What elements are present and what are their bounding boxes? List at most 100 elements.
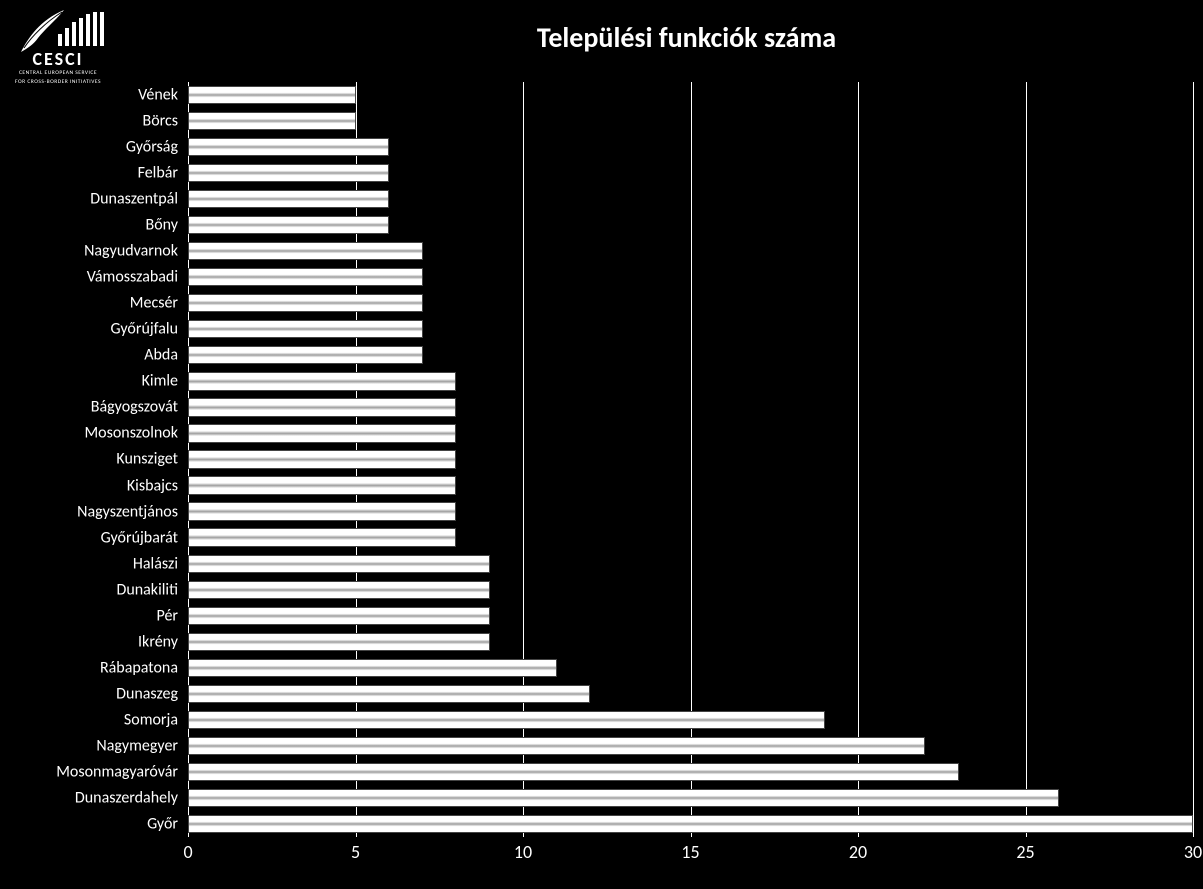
- bar: [188, 398, 456, 416]
- bar-row: Abda: [188, 346, 1193, 364]
- bar-row: Győrújfalu: [188, 320, 1193, 338]
- y-category-label: Győr: [147, 814, 178, 833]
- bar: [188, 294, 423, 312]
- logo-bars: [58, 12, 104, 46]
- bar: [188, 763, 959, 781]
- chart-title: Települési funkciók száma: [180, 20, 1193, 55]
- y-category-label: Dunakiliti: [116, 580, 178, 599]
- bar-row: Kisbajcs: [188, 476, 1193, 494]
- y-category-label: Dunaszentpál: [90, 190, 178, 209]
- bar: [188, 815, 1193, 833]
- y-category-label: Somorja: [124, 710, 178, 729]
- bar-row: Bőny: [188, 216, 1193, 234]
- y-category-label: Pér: [157, 606, 178, 625]
- y-category-label: Ikrény: [138, 632, 178, 651]
- bar-row: Rábapatona: [188, 659, 1193, 677]
- bar: [188, 424, 456, 442]
- chart-plot-area: VénekBörcsGyőrságFelbárDunaszentpálBőnyN…: [188, 82, 1193, 837]
- y-category-label: Nagyudvarnok: [84, 242, 178, 261]
- bar: [188, 581, 490, 599]
- y-category-label: Győrújfalu: [111, 320, 178, 339]
- y-category-label: Mecsér: [130, 294, 178, 313]
- y-category-label: Nagyszentjános: [77, 502, 178, 521]
- bar: [188, 320, 423, 338]
- logo-text-main: CESCI: [8, 50, 108, 68]
- bar: [188, 528, 456, 546]
- x-tick-label: 20: [849, 841, 867, 863]
- bar-row: Mecsér: [188, 294, 1193, 312]
- y-category-label: Kunsziget: [116, 450, 178, 469]
- y-category-label: Nagymegyer: [96, 736, 178, 755]
- bar: [188, 268, 423, 286]
- bar: [188, 502, 456, 520]
- bar-row: Vámosszabadi: [188, 268, 1193, 286]
- x-tick-label: 15: [681, 841, 699, 863]
- bar-row: Kunsziget: [188, 450, 1193, 468]
- x-tick-label: 25: [1016, 841, 1034, 863]
- bar: [188, 138, 389, 156]
- bar: [188, 555, 490, 573]
- bar: [188, 242, 423, 260]
- x-tick-label: 10: [514, 841, 532, 863]
- bar-row: Győrújbarát: [188, 528, 1193, 546]
- bar-row: Nagyudvarnok: [188, 242, 1193, 260]
- y-category-label: Felbár: [138, 164, 178, 183]
- bar-row: Börcs: [188, 112, 1193, 130]
- bar-row: Bágyogszovát: [188, 398, 1193, 416]
- bar: [188, 450, 456, 468]
- bar: [188, 685, 590, 703]
- bar-row: Dunaszentpál: [188, 190, 1193, 208]
- y-category-label: Dunaszerdahely: [75, 788, 178, 807]
- y-category-label: Kimle: [142, 372, 178, 391]
- y-category-label: Győrújbarát: [101, 528, 178, 547]
- bar: [188, 112, 356, 130]
- bar: [188, 476, 456, 494]
- bar: [188, 346, 423, 364]
- chart-bars: VénekBörcsGyőrságFelbárDunaszentpálBőnyN…: [188, 82, 1193, 837]
- logo-text-sub2: FOR CROSS-BORDER INITIATIVES: [8, 79, 108, 86]
- bar-row: Mosonmagyaróvár: [188, 763, 1193, 781]
- logo-text-sub1: CENTRAL EUROPEAN SERVICE: [8, 70, 108, 77]
- bar: [188, 737, 925, 755]
- bar-row: Dunakiliti: [188, 581, 1193, 599]
- chart-x-axis: 051015202530: [188, 841, 1193, 877]
- bar-row: Kimle: [188, 372, 1193, 390]
- bar-row: Vének: [188, 86, 1193, 104]
- y-category-label: Győrság: [126, 138, 178, 157]
- bar: [188, 789, 1059, 807]
- bar-row: Dunaszeg: [188, 685, 1193, 703]
- x-tick-label: 0: [183, 841, 192, 863]
- bar: [188, 659, 557, 677]
- y-category-label: Mosonmagyaróvár: [56, 762, 178, 781]
- bar: [188, 190, 389, 208]
- y-category-label: Rábapatona: [100, 658, 178, 677]
- cesci-logo: CESCI CENTRAL EUROPEAN SERVICE FOR CROSS…: [8, 8, 108, 78]
- bar: [188, 372, 456, 390]
- y-category-label: Vámosszabadi: [87, 268, 178, 287]
- y-category-label: Vének: [138, 86, 178, 105]
- y-category-label: Bágyogszovát: [91, 398, 178, 417]
- y-category-label: Mosonszolnok: [84, 424, 178, 443]
- bar-row: Dunaszerdahely: [188, 789, 1193, 807]
- bar: [188, 216, 389, 234]
- bar-row: Halászi: [188, 555, 1193, 573]
- y-category-label: Börcs: [142, 112, 178, 131]
- y-category-label: Halászi: [133, 554, 178, 573]
- bar: [188, 164, 389, 182]
- y-category-label: Kisbajcs: [127, 476, 178, 495]
- bar-row: Ikrény: [188, 633, 1193, 651]
- y-category-label: Abda: [144, 346, 178, 365]
- y-category-label: Dunaszeg: [116, 684, 178, 703]
- bar-row: Mosonszolnok: [188, 424, 1193, 442]
- bar-row: Pér: [188, 607, 1193, 625]
- bar-row: Nagyszentjános: [188, 502, 1193, 520]
- bar: [188, 607, 490, 625]
- bar: [188, 86, 356, 104]
- bar-row: Somorja: [188, 711, 1193, 729]
- bar: [188, 711, 825, 729]
- x-tick-label: 5: [351, 841, 360, 863]
- bar: [188, 633, 490, 651]
- bar-row: Győr: [188, 815, 1193, 833]
- bar-row: Győrság: [188, 138, 1193, 156]
- y-category-label: Bőny: [146, 216, 179, 235]
